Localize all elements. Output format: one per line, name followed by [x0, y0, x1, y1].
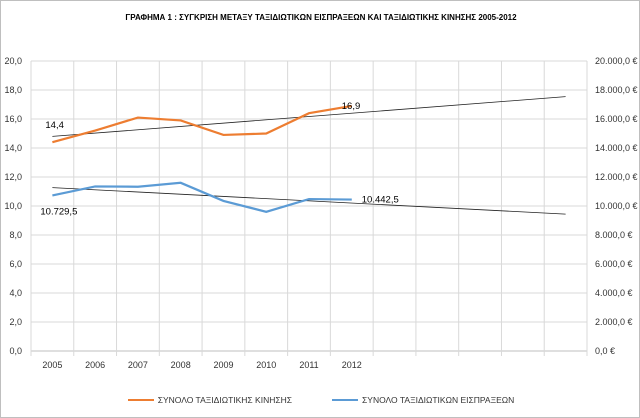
left-tick-label: 6,0	[9, 259, 22, 269]
legend-swatch	[127, 399, 154, 401]
left-tick-label: 20,0	[4, 56, 22, 66]
x-tick-label: 2008	[171, 360, 191, 370]
left-tick-label: 10,0	[4, 201, 22, 211]
left-tick-label: 0,0	[9, 346, 22, 356]
right-tick-label: 14.000,0 €	[595, 143, 638, 153]
legend-swatch	[332, 399, 359, 401]
series-line	[52, 181, 352, 213]
left-tick-label: 14,0	[4, 143, 22, 153]
trendline	[52, 96, 566, 137]
trendline	[52, 187, 566, 215]
legend-label: ΣΥΝΟΛΟ ΤΑΞΙΔΙΩΤΙΚΩΝ ΕΙΣΠΡΑΞΕΩΝ	[362, 395, 515, 405]
x-tick-label: 2009	[213, 360, 233, 370]
x-tick-label: 2006	[85, 360, 105, 370]
series-line	[52, 104, 352, 144]
data-label-first: 14,4	[45, 120, 64, 131]
right-tick-label: 0,0 €	[595, 346, 615, 356]
legend-label: ΣΥΝΟΛΟ ΤΑΞΙΔΙΩΤΙΚΗΣ ΚΙΝΗΣΗΣ	[157, 395, 293, 405]
legend: ΣΥΝΟΛΟ ΤΑΞΙΔΙΩΤΙΚΗΣ ΚΙΝΗΣΗΣ ΣΥΝΟΛΟ ΤΑΞΙΔ…	[1, 395, 639, 405]
x-tick-label: 2005	[42, 360, 62, 370]
right-tick-label: 12.000,0 €	[595, 172, 638, 182]
legend-item-receipts: ΣΥΝΟΛΟ ΤΑΞΙΔΙΩΤΙΚΩΝ ΕΙΣΠΡΑΞΕΩΝ	[332, 395, 514, 405]
right-tick-label: 18.000,0 €	[595, 85, 638, 95]
legend-item-travel: ΣΥΝΟΛΟ ΤΑΞΙΔΙΩΤΙΚΗΣ ΚΙΝΗΣΗΣ	[127, 395, 293, 405]
right-tick-label: 2.000,0 €	[595, 317, 633, 327]
left-tick-label: 4,0	[9, 288, 22, 298]
right-tick-label: 4.000,0 €	[595, 288, 633, 298]
left-tick-label: 2,0	[9, 317, 22, 327]
left-tick-label: 16,0	[4, 114, 22, 124]
data-label-first: 10.729,5	[40, 206, 77, 217]
x-tick-label: 2010	[256, 360, 276, 370]
x-tick-label: 2012	[342, 360, 362, 370]
x-tick-label: 2007	[128, 360, 148, 370]
x-tick-label: 2011	[299, 360, 318, 370]
chart-title: ΓΡΑΦΗΜΑ 1 : ΣΥΓΚΡΙΣΗ ΜΕΤΑΞΥ ΤΑΞΙΔΙΩΤΙΚΩΝ…	[125, 13, 517, 22]
data-label-last: 16,9	[342, 101, 361, 112]
data-label-last: 10.442,5	[362, 195, 399, 206]
right-tick-label: 8.000,0 €	[595, 230, 633, 240]
right-tick-label: 20.000,0 €	[595, 56, 638, 66]
right-tick-label: 16.000,0 €	[595, 114, 638, 124]
left-tick-label: 12,0	[4, 172, 22, 182]
left-tick-label: 8,0	[9, 230, 22, 240]
right-tick-label: 10.000,0 €	[595, 201, 638, 211]
right-tick-label: 6.000,0 €	[595, 259, 633, 269]
left-tick-label: 18,0	[4, 85, 22, 95]
